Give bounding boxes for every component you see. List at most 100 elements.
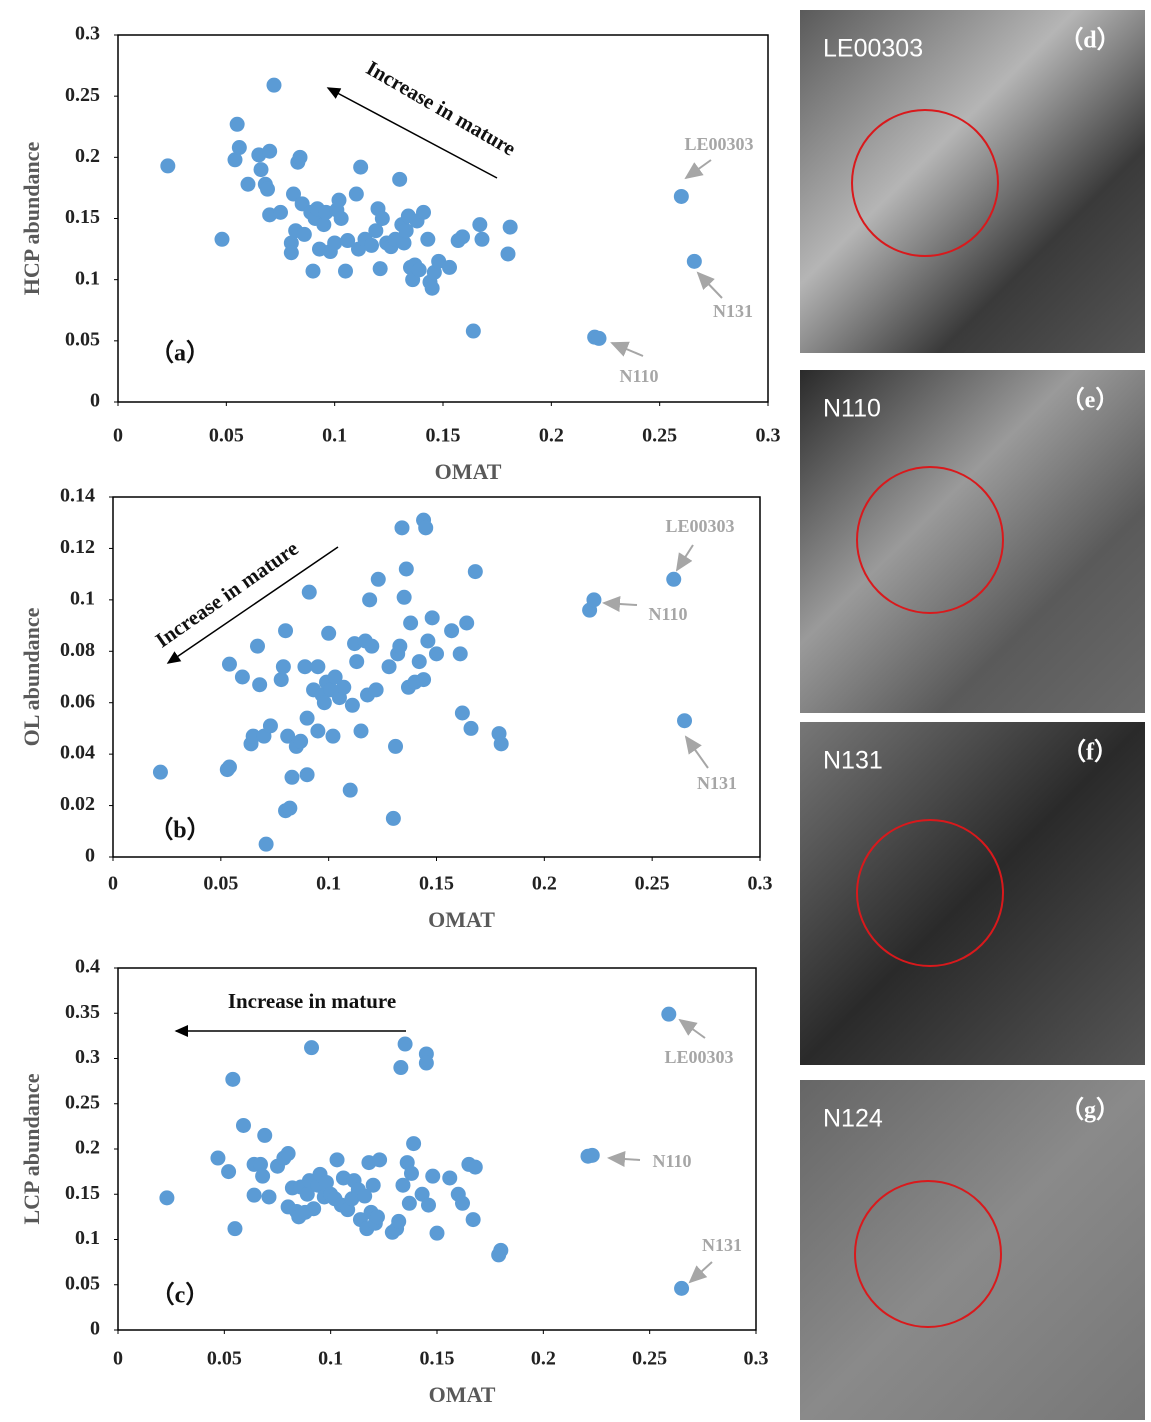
point (381, 659, 397, 675)
point (353, 723, 369, 739)
point (392, 171, 408, 187)
annotation-arrow (688, 1261, 713, 1284)
point (452, 646, 468, 662)
x-tick-label: 0.1 (318, 1348, 343, 1370)
point (396, 235, 412, 251)
point (372, 261, 388, 277)
point (388, 738, 404, 754)
image-label: （e） (1061, 387, 1120, 414)
point (310, 659, 326, 675)
annotation-arrow (684, 159, 712, 180)
point (591, 330, 607, 346)
y-tick-label: 0.1 (75, 267, 100, 289)
y-tick-label: 0.08 (60, 639, 95, 661)
x-axis-title: OMAT (428, 907, 495, 932)
point (416, 672, 432, 688)
point (210, 1150, 226, 1166)
y-tick-label: 0.25 (65, 84, 100, 106)
panel-label: （b） (149, 817, 210, 844)
x-tick-label: 0.1 (316, 873, 341, 895)
y-tick-label: 0.4 (75, 956, 100, 978)
point (416, 204, 431, 220)
region-circle (854, 1180, 1002, 1328)
point (368, 682, 384, 698)
point (225, 1071, 241, 1087)
x-tick-label: 0.05 (207, 1348, 242, 1370)
point (357, 1188, 373, 1204)
point (424, 280, 440, 296)
trend-arrow (166, 546, 339, 664)
x-tick-label: 0.3 (744, 1348, 769, 1370)
point (411, 654, 427, 670)
point (280, 728, 296, 744)
x-tick-label: 0.05 (209, 425, 244, 447)
plot-frame (112, 496, 761, 858)
point (414, 1186, 430, 1202)
point (255, 1168, 271, 1184)
point (325, 728, 341, 744)
point (240, 176, 256, 192)
x-tick-label: 0.3 (748, 873, 773, 895)
point (444, 623, 460, 639)
x-tick-label: 0.3 (756, 425, 781, 447)
point (493, 736, 509, 752)
point (420, 1197, 436, 1213)
annotation: N110 (648, 604, 687, 624)
y-tick-label: 0.04 (60, 742, 95, 764)
x-tick-label: 0 (113, 425, 123, 447)
point (227, 1221, 243, 1237)
y-tick-label: 0.3 (75, 23, 100, 45)
point (397, 1036, 413, 1052)
point (261, 1189, 277, 1205)
y-axis-title: OL abundance (19, 607, 44, 746)
point (455, 1195, 471, 1211)
point (278, 623, 294, 639)
point (301, 584, 317, 600)
image-name: LE00303 (823, 35, 923, 63)
x-tick-label: 0.2 (532, 873, 557, 895)
point (297, 659, 313, 675)
point (369, 1209, 385, 1225)
point (299, 710, 315, 726)
y-tick-label: 0.02 (60, 793, 95, 815)
point (349, 654, 365, 670)
point (299, 1186, 315, 1202)
point (316, 217, 332, 233)
point (465, 323, 481, 339)
annotation-arrow (675, 544, 694, 572)
point (372, 1152, 388, 1168)
point (463, 720, 479, 736)
point (260, 181, 275, 197)
point (393, 1060, 409, 1076)
point (333, 211, 349, 226)
point (686, 253, 702, 269)
point (299, 767, 315, 783)
annotation: Increase in mature (362, 56, 520, 161)
point (661, 1006, 677, 1022)
image-name: N124 (823, 1105, 883, 1133)
x-tick-label: 0.25 (635, 873, 670, 895)
point (262, 143, 278, 159)
point (467, 564, 483, 580)
point (472, 217, 488, 233)
point (454, 705, 470, 721)
image-label: （f） (1062, 739, 1118, 766)
annotation: LE00303 (664, 1047, 733, 1067)
point (283, 245, 299, 261)
y-tick-label: 0.2 (75, 145, 100, 167)
point (280, 1146, 296, 1162)
point (474, 231, 490, 247)
point (500, 246, 516, 262)
point (424, 610, 440, 626)
annotation: N110 (652, 1151, 691, 1171)
point (370, 571, 386, 587)
y-tick-label: 0 (90, 390, 100, 412)
point (234, 669, 250, 685)
y-tick-label: 0.35 (65, 1001, 100, 1023)
x-tick-label: 0.25 (642, 425, 677, 447)
x-tick-label: 0.2 (539, 425, 564, 447)
point (229, 116, 245, 132)
y-tick-label: 0 (90, 1318, 100, 1340)
point (586, 592, 602, 608)
point (327, 235, 343, 251)
